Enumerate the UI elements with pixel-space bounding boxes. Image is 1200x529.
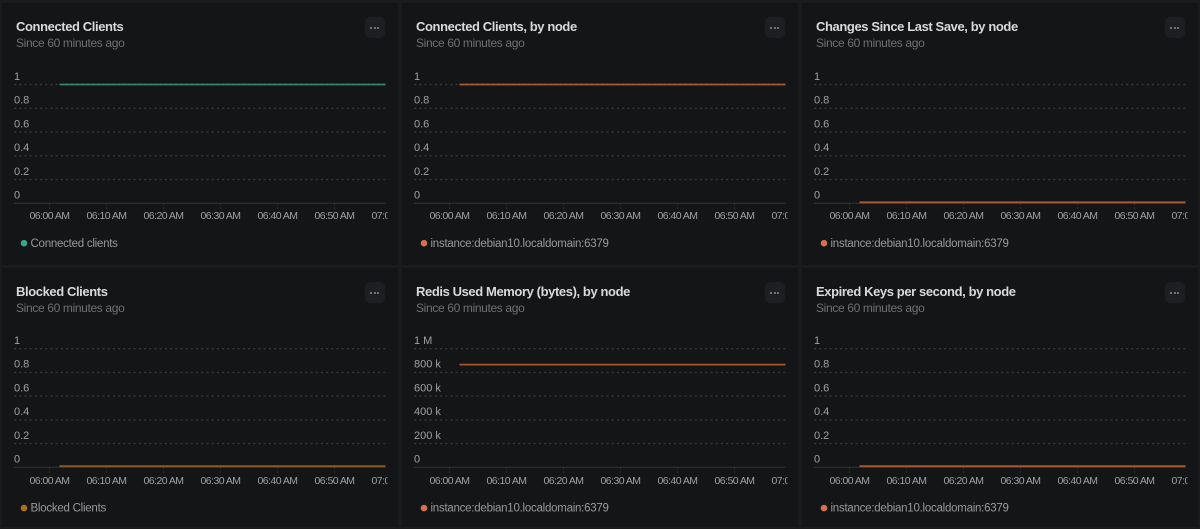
svg-text:0.4: 0.4 (414, 142, 429, 154)
svg-text:0: 0 (14, 454, 20, 466)
svg-text:0.4: 0.4 (814, 142, 829, 154)
svg-text:0: 0 (414, 454, 420, 466)
svg-text:06:30 AM: 06:30 AM (201, 210, 241, 222)
svg-text:200 k: 200 k (414, 430, 441, 442)
svg-text:0.6: 0.6 (414, 118, 429, 130)
svg-text:instance:debian10.localdomain:: instance:debian10.localdomain:6379 (831, 238, 1009, 250)
svg-text:0: 0 (14, 190, 20, 202)
svg-text:06:50 AM: 06:50 AM (315, 210, 355, 222)
svg-text:0.4: 0.4 (14, 142, 29, 154)
svg-text:1: 1 (414, 71, 420, 83)
svg-text:0: 0 (414, 190, 420, 202)
svg-text:06:30 AM: 06:30 AM (601, 475, 641, 487)
svg-text:Blocked Clients: Blocked Clients (31, 503, 107, 515)
svg-text:0.6: 0.6 (14, 382, 29, 394)
svg-text:0: 0 (814, 454, 820, 466)
svg-text:0.2: 0.2 (814, 166, 829, 178)
svg-text:1: 1 (814, 335, 820, 347)
svg-text:06:30 AM: 06:30 AM (1001, 210, 1041, 222)
svg-text:06:00 AM: 06:00 AM (30, 210, 70, 222)
svg-text:0.2: 0.2 (14, 430, 29, 442)
svg-text:06:10 AM: 06:10 AM (887, 475, 927, 487)
svg-text:0.2: 0.2 (414, 166, 429, 178)
svg-text:06:40 AM: 06:40 AM (658, 210, 698, 222)
svg-text:06:00 AM: 06:00 AM (430, 475, 470, 487)
svg-text:0.4: 0.4 (814, 406, 829, 418)
svg-text:0.8: 0.8 (414, 95, 429, 107)
svg-text:instance:debian10.localdomain:: instance:debian10.localdomain:6379 (431, 238, 609, 250)
svg-text:0.8: 0.8 (14, 95, 29, 107)
svg-text:06:00 AM: 06:00 AM (830, 210, 870, 222)
svg-text:06:30 AM: 06:30 AM (601, 210, 641, 222)
svg-text:06:50 AM: 06:50 AM (1115, 210, 1155, 222)
svg-text:06:20 AM: 06:20 AM (944, 210, 984, 222)
svg-text:600 k: 600 k (414, 382, 441, 394)
svg-text:06:40 AM: 06:40 AM (258, 210, 298, 222)
svg-text:0.6: 0.6 (14, 118, 29, 130)
svg-text:06:50 AM: 06:50 AM (315, 475, 355, 487)
svg-text:06:20 AM: 06:20 AM (544, 210, 584, 222)
svg-text:0.4: 0.4 (14, 406, 29, 418)
svg-text:06:20 AM: 06:20 AM (144, 210, 184, 222)
svg-text:06:00 AM: 06:00 AM (830, 475, 870, 487)
svg-text:06:00 AM: 06:00 AM (430, 210, 470, 222)
svg-text:06:50 AM: 06:50 AM (1115, 475, 1155, 487)
svg-text:instance:debian10.localdomain:: instance:debian10.localdomain:6379 (431, 503, 609, 515)
svg-text:0.8: 0.8 (14, 359, 29, 371)
svg-text:0.6: 0.6 (814, 382, 829, 394)
svg-text:06:10 AM: 06:10 AM (487, 475, 527, 487)
svg-text:0.8: 0.8 (814, 95, 829, 107)
svg-text:06:30 AM: 06:30 AM (1001, 475, 1041, 487)
svg-text:0: 0 (814, 190, 820, 202)
svg-text:06:40 AM: 06:40 AM (658, 475, 698, 487)
svg-text:06:00 AM: 06:00 AM (30, 475, 70, 487)
svg-text:06:40 AM: 06:40 AM (1058, 210, 1098, 222)
svg-text:06:20 AM: 06:20 AM (144, 475, 184, 487)
svg-text:0.6: 0.6 (814, 118, 829, 130)
svg-text:06:40 AM: 06:40 AM (1058, 475, 1098, 487)
svg-text:instance:debian10.localdomain:: instance:debian10.localdomain:6379 (831, 503, 1009, 515)
svg-text:06:10 AM: 06:10 AM (87, 210, 127, 222)
svg-text:06:50 AM: 06:50 AM (715, 210, 755, 222)
svg-text:400 k: 400 k (414, 406, 441, 418)
svg-text:1: 1 (814, 71, 820, 83)
svg-text:0.2: 0.2 (14, 166, 29, 178)
svg-text:1 M: 1 M (414, 335, 432, 347)
svg-text:1: 1 (14, 335, 20, 347)
svg-text:06:10 AM: 06:10 AM (87, 475, 127, 487)
svg-text:06:20 AM: 06:20 AM (944, 475, 984, 487)
svg-text:06:20 AM: 06:20 AM (544, 475, 584, 487)
svg-text:800 k: 800 k (414, 359, 441, 371)
svg-text:06:10 AM: 06:10 AM (887, 210, 927, 222)
svg-text:0.8: 0.8 (814, 359, 829, 371)
svg-text:06:30 AM: 06:30 AM (201, 475, 241, 487)
svg-text:06:40 AM: 06:40 AM (258, 475, 298, 487)
svg-text:1: 1 (14, 71, 20, 83)
svg-text:06:10 AM: 06:10 AM (487, 210, 527, 222)
svg-text:06:50 AM: 06:50 AM (715, 475, 755, 487)
svg-text:0.2: 0.2 (814, 430, 829, 442)
svg-text:Connected clients: Connected clients (31, 238, 119, 250)
